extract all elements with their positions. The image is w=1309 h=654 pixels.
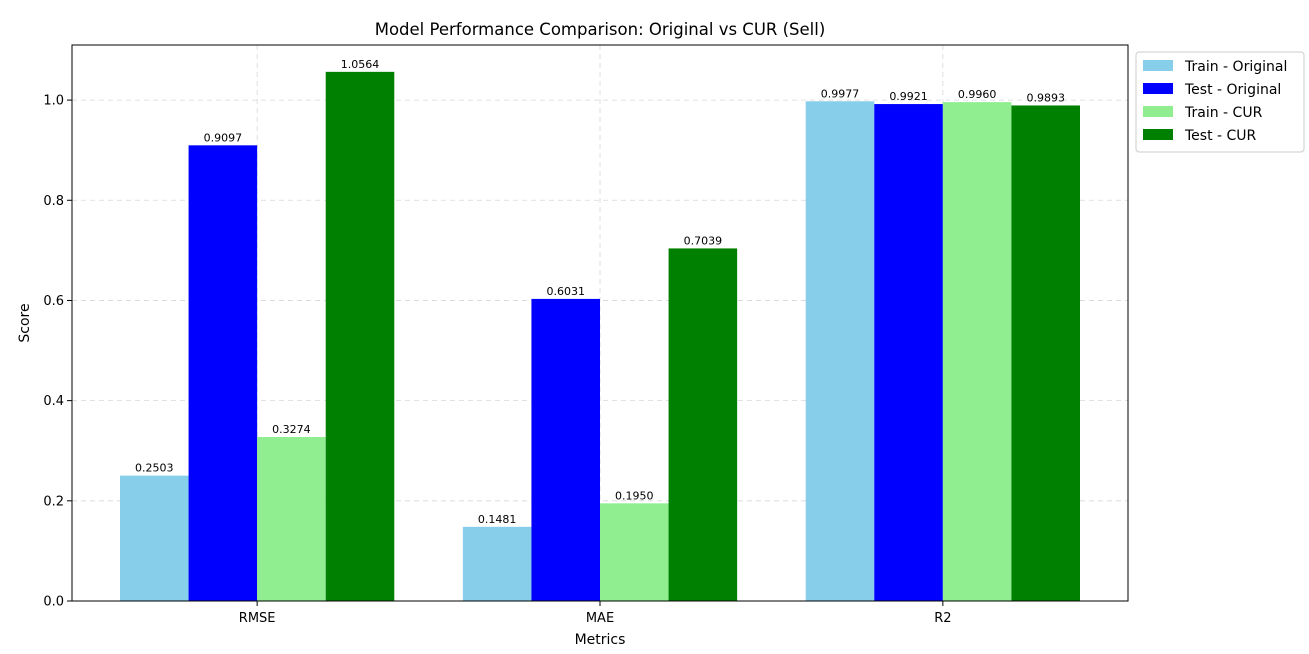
legend: Train - Original Test - Original Train - C…: [1135, 51, 1305, 153]
chart-title: Model Performance Comparison: Original v…: [375, 20, 826, 39]
legend-swatch: [1143, 106, 1173, 117]
legend-entry-label: Test - Original: [1184, 82, 1281, 98]
bar-value-label: 0.9921: [889, 90, 928, 103]
bar-value-label: 0.9893: [1026, 91, 1065, 104]
bar: [874, 104, 943, 601]
bar: [600, 503, 669, 601]
bar: [531, 298, 600, 601]
bar-value-label: 1.0564: [341, 58, 380, 71]
y-tick-label: 0.8: [43, 194, 64, 209]
bar-value-label: 0.2503: [135, 462, 174, 475]
bar: [462, 526, 532, 601]
bar: [120, 475, 189, 601]
bars: [120, 71, 1080, 602]
bar: [257, 437, 326, 601]
legend-swatch: [1143, 83, 1173, 94]
y-tick-label: 0.6: [43, 294, 64, 309]
bar: [805, 101, 875, 602]
y-tick-label: 0.2: [43, 494, 64, 509]
legend-entry-label: Train - CUR: [1184, 105, 1263, 121]
bar-value-label: 0.1481: [478, 513, 517, 526]
legend-box: [1135, 51, 1305, 153]
x-tick-label: R2: [934, 611, 951, 626]
y-axis-ticks: 0.0 0.2 0.4 0.6 0.8 1.0: [43, 94, 72, 610]
bar: [942, 102, 1012, 602]
bar: [188, 145, 258, 601]
legend-entry-label: Test - CUR: [1184, 128, 1257, 144]
x-axis-ticks: RMSE MAE R2: [239, 601, 952, 626]
bar: [325, 71, 395, 602]
y-tick-label: 0.4: [43, 394, 64, 409]
bar-value-label: 0.9097: [204, 131, 243, 144]
y-tick-label: 0.0: [43, 595, 64, 610]
bar-value-label: 0.6031: [546, 285, 585, 298]
x-tick-label: RMSE: [239, 611, 276, 626]
x-tick-label: MAE: [586, 611, 614, 626]
x-axis-label: Metrics: [575, 632, 626, 648]
y-axis-label: Score: [17, 303, 33, 342]
legend-swatch: [1143, 60, 1173, 71]
bar-value-label: 0.1950: [615, 489, 654, 502]
bar-value-label: 0.7039: [684, 234, 723, 247]
bar-value-label: 0.9960: [958, 88, 997, 101]
bar-value-label: 0.9977: [821, 87, 860, 100]
bar-value-label: 0.3274: [272, 423, 311, 436]
legend-entry-label: Train - Original: [1184, 59, 1287, 75]
legend-swatch: [1143, 129, 1173, 140]
bar: [668, 248, 738, 601]
bar: [1011, 105, 1080, 601]
y-tick-label: 1.0: [43, 94, 64, 109]
bar-value-labels: 0.2503 0.1481 0.9977 0.9097 0.6031 0.9921 0.32…: [135, 58, 1065, 526]
